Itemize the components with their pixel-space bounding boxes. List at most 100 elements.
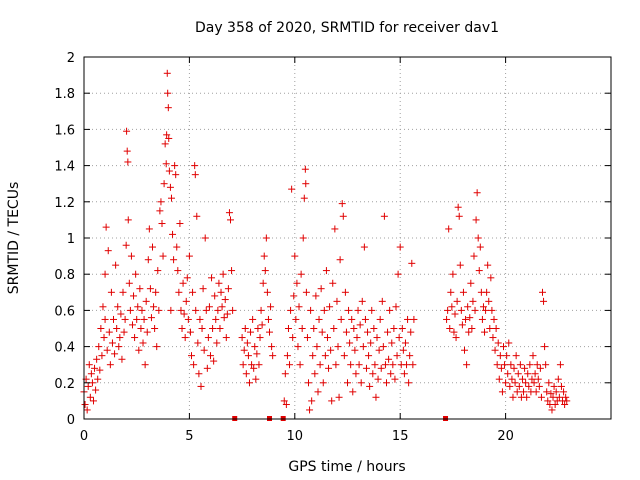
data-point (126, 306, 134, 314)
data-point (189, 288, 197, 296)
data-point (199, 285, 207, 293)
data-point (342, 328, 350, 336)
data-point (164, 104, 172, 112)
data-point (97, 325, 105, 332)
data-point (338, 200, 346, 208)
data-point (341, 288, 349, 296)
data-point (164, 89, 172, 97)
data-point (306, 406, 314, 414)
data-point (346, 339, 354, 347)
data-point (256, 334, 264, 342)
tick-labels-layer: 0 5 10 15 20 0 0.2 0.4 0.6 0.8 1 1.2 1.4 1.6 1.8 2 (54, 51, 514, 444)
data-point (152, 288, 160, 296)
data-point (487, 274, 495, 282)
data-point (347, 361, 355, 369)
data-point (542, 361, 550, 369)
data-point (497, 364, 505, 372)
data-point (552, 388, 560, 396)
data-point (400, 370, 408, 378)
data-point (252, 375, 260, 383)
data-point (353, 334, 361, 342)
data-point (332, 361, 340, 369)
data-point (370, 325, 378, 332)
data-point (392, 303, 400, 311)
data-point (108, 339, 116, 347)
data-point (210, 357, 218, 365)
data-point (333, 297, 341, 305)
data-point (452, 334, 460, 342)
data-point (94, 375, 102, 383)
data-point (85, 361, 93, 369)
data-point (501, 361, 509, 369)
data-point (528, 375, 536, 383)
data-point (137, 325, 145, 332)
data-point (352, 370, 360, 378)
data-point (471, 306, 479, 314)
data-point (380, 212, 388, 220)
data-point (387, 370, 395, 378)
data-point (398, 325, 406, 332)
data-point (267, 303, 275, 311)
data-point (522, 379, 530, 387)
data-point (491, 346, 499, 354)
data-point (521, 364, 529, 372)
data-point (223, 310, 231, 318)
data-point (532, 388, 540, 396)
data-point (166, 183, 174, 191)
data-point (154, 267, 162, 275)
data-point (181, 334, 189, 342)
data-point (470, 252, 478, 260)
data-point (157, 198, 165, 206)
data-point (396, 243, 404, 251)
data-point (136, 285, 144, 293)
data-point (245, 379, 253, 387)
data-point (122, 241, 130, 249)
data-point (242, 370, 250, 378)
data-point (282, 401, 290, 409)
data-point (128, 321, 136, 329)
data-point (295, 303, 303, 311)
x-tick-label: 20 (497, 429, 514, 444)
data-point (160, 180, 168, 188)
data-point (556, 361, 564, 369)
data-point (219, 270, 227, 278)
data-point (335, 393, 343, 401)
data-point (290, 292, 298, 300)
data-point (248, 361, 256, 369)
data-point (486, 325, 494, 332)
data-point (110, 315, 118, 323)
data-point (504, 370, 512, 378)
data-point (167, 194, 175, 202)
data-point (186, 328, 194, 336)
x-tick-label: 15 (392, 429, 409, 444)
data-point (140, 315, 148, 323)
data-point (466, 314, 474, 322)
y-tick-label: 1.2 (54, 196, 75, 211)
data-point (191, 171, 199, 179)
data-point (205, 303, 213, 311)
data-point (119, 288, 127, 296)
data-point (93, 355, 101, 363)
data-point (244, 352, 252, 360)
data-point (188, 352, 196, 360)
data-point (358, 297, 366, 305)
data-point (444, 306, 452, 314)
data-point (350, 325, 358, 332)
data-point (379, 343, 387, 351)
data-point (469, 297, 477, 305)
data-point (409, 361, 417, 369)
data-point (308, 397, 316, 405)
data-point (351, 346, 359, 354)
data-point (455, 212, 463, 220)
data-point (96, 366, 104, 374)
data-point (241, 325, 249, 332)
data-point (373, 334, 381, 342)
data-point (224, 285, 232, 293)
data-point (204, 334, 212, 342)
y-tick-label: 0.6 (54, 304, 75, 319)
data-point (266, 328, 274, 336)
data-point (192, 306, 200, 314)
data-point (382, 379, 390, 387)
data-point (410, 315, 418, 323)
data-point (120, 328, 128, 336)
